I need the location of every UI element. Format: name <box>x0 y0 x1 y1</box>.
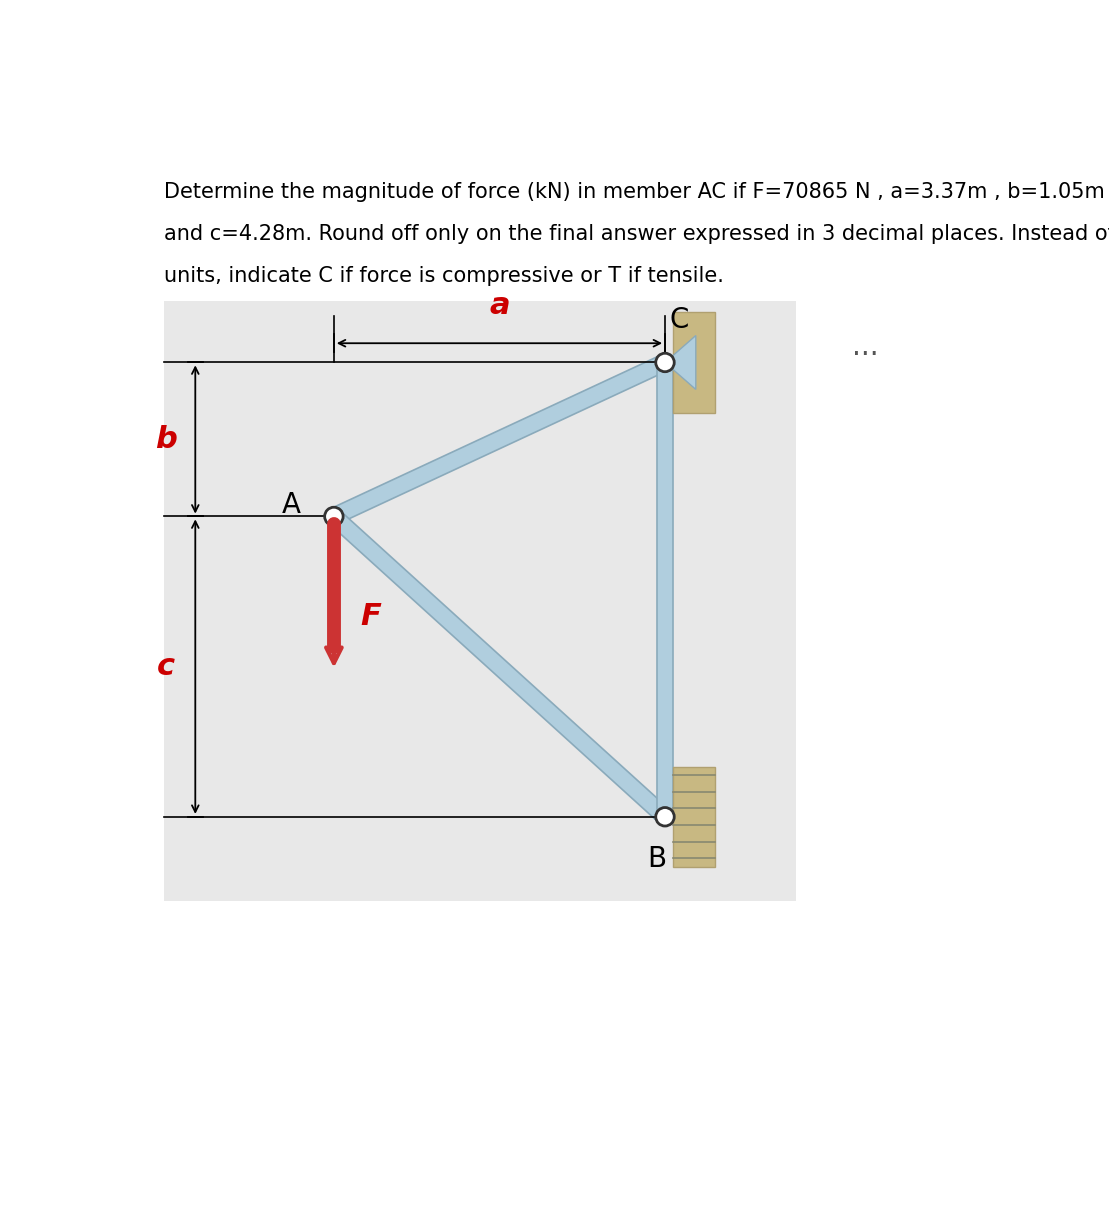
Circle shape <box>655 808 674 826</box>
Text: c: c <box>157 652 175 681</box>
Bar <box>673 766 715 867</box>
Text: Determine the magnitude of force (kN) in member AC if F=70865 N , a=3.37m , b=1.: Determine the magnitude of force (kN) in… <box>164 181 1106 202</box>
Circle shape <box>655 354 674 372</box>
Circle shape <box>325 507 343 526</box>
Bar <box>673 312 715 412</box>
Text: C: C <box>669 306 689 334</box>
Text: ...: ... <box>852 333 878 361</box>
Polygon shape <box>665 335 695 389</box>
Text: F: F <box>360 602 381 632</box>
Polygon shape <box>330 355 669 524</box>
Text: b: b <box>155 425 177 454</box>
Text: A: A <box>282 491 301 519</box>
Text: and c=4.28m. Round off only on the final answer expressed in 3 decimal places. I: and c=4.28m. Round off only on the final… <box>164 224 1109 244</box>
Bar <box>164 301 276 902</box>
Text: B: B <box>648 845 667 873</box>
Text: a: a <box>489 291 510 321</box>
Bar <box>164 301 796 902</box>
Polygon shape <box>657 362 673 816</box>
Text: units, indicate C if force is compressive or T if tensile.: units, indicate C if force is compressiv… <box>164 267 724 286</box>
Polygon shape <box>328 510 671 823</box>
